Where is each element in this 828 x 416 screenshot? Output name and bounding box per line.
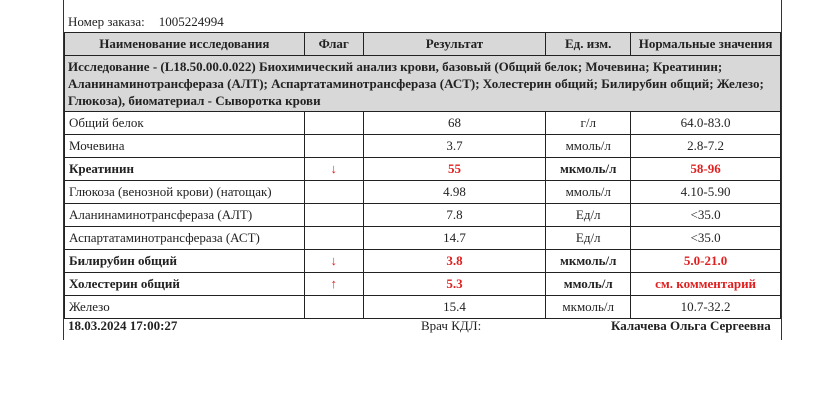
- row-name: Железо: [64, 295, 305, 319]
- row-flag: ↑: [303, 272, 364, 296]
- order-number: Номер заказа: 1005224994: [68, 14, 224, 30]
- table-row: Общий белок 68 г/л 64.0-83.0: [64, 111, 781, 135]
- row-result: 68: [362, 111, 547, 135]
- row-result: 3.7: [362, 134, 547, 158]
- study-group-row: Исследование - (L18.50.00.0.022) Биохими…: [64, 55, 781, 112]
- row-name: Глюкоза (венозной крови) (натощак): [64, 180, 305, 204]
- row-flag: [303, 295, 364, 319]
- row-result: 4.98: [362, 180, 547, 204]
- table-row: Железо 15.4 мкмоль/л 10.7-32.2: [64, 295, 781, 319]
- row-result: 55: [362, 157, 547, 181]
- row-unit: ммоль/л: [545, 134, 632, 158]
- row-flag: [303, 226, 364, 250]
- order-value: 1005224994: [158, 14, 224, 29]
- row-unit: мкмоль/л: [545, 157, 632, 181]
- study-description: Исследование - (L18.50.00.0.022) Биохими…: [64, 55, 781, 112]
- header-flag: Флаг: [303, 32, 364, 56]
- table-row: Глюкоза (венозной крови) (натощак) 4.98 мм…: [64, 180, 781, 204]
- row-name: Креатинин: [64, 157, 305, 181]
- table-row: Аспартатаминотрансфераза (АСТ) 14.7 Ед/л <3…: [64, 226, 781, 250]
- row-norm: 58-96: [630, 157, 781, 181]
- row-norm: <35.0: [630, 203, 781, 227]
- row-norm: <35.0: [630, 226, 781, 250]
- table-row: Мочевина 3.7 ммоль/л 2.8-7.2: [64, 134, 781, 158]
- row-name: Аланинаминотрансфераза (АЛТ): [64, 203, 305, 227]
- row-unit: мкмоль/л: [545, 295, 632, 319]
- row-result: 7.8: [362, 203, 547, 227]
- row-name: Холестерин общий: [64, 272, 305, 296]
- row-name: Билирубин общий: [64, 249, 305, 273]
- row-norm: 4.10-5.90: [630, 180, 781, 204]
- order-label: Номер заказа:: [68, 14, 145, 29]
- results-table: Наименование исследования Флаг Результат…: [64, 32, 781, 319]
- doctor-label: Врач КДЛ:: [421, 318, 482, 333]
- report-datetime: 18.03.2024 17:00:27: [68, 318, 178, 333]
- row-flag: [303, 203, 364, 227]
- row-result: 14.7: [362, 226, 547, 250]
- row-unit: ммоль/л: [545, 180, 632, 204]
- row-result: 15.4: [362, 295, 547, 319]
- table-row: Билирубин общий ↓ 3.8 мкмоль/л 5.0-21.0: [64, 249, 781, 273]
- row-flag: [303, 111, 364, 135]
- table-row: Аланинаминотрансфераза (АЛТ) 7.8 Ед/л <35.0: [64, 203, 781, 227]
- row-flag: [303, 180, 364, 204]
- row-norm: 5.0-21.0: [630, 249, 781, 273]
- header-unit: Ед. изм.: [545, 32, 632, 56]
- row-name: Общий белок: [64, 111, 305, 135]
- doctor-name: Калачева Ольга Сергеевна: [611, 318, 771, 333]
- row-name: Аспартатаминотрансфераза (АСТ): [64, 226, 305, 250]
- row-flag: ↓: [303, 249, 364, 273]
- row-flag: ↓: [303, 157, 364, 181]
- row-result: 5.3: [362, 272, 547, 296]
- row-norm: см. комментарий: [630, 272, 781, 296]
- row-unit: ммоль/л: [545, 272, 632, 296]
- row-norm: 10.7-32.2: [630, 295, 781, 319]
- row-unit: Ед/л: [545, 203, 632, 227]
- row-norm: 64.0-83.0: [630, 111, 781, 135]
- table-row: Креатинин ↓ 55 мкмоль/л 58-96: [64, 157, 781, 181]
- row-name: Мочевина: [64, 134, 305, 158]
- row-unit: Ед/л: [545, 226, 632, 250]
- row-norm: 2.8-7.2: [630, 134, 781, 158]
- header-result: Результат: [362, 32, 547, 56]
- row-result: 3.8: [362, 249, 547, 273]
- table-header: Наименование исследования Флаг Результат…: [64, 32, 781, 56]
- row-unit: мкмоль/л: [545, 249, 632, 273]
- header-name: Наименование исследования: [64, 32, 305, 56]
- lab-report-page: Номер заказа: 1005224994 Наименование исс…: [63, 0, 782, 340]
- table-row: Холестерин общий ↑ 5.3 ммоль/л см. комментар…: [64, 272, 781, 296]
- header-norm: Нормальные значения: [630, 32, 781, 56]
- row-unit: г/л: [545, 111, 632, 135]
- row-flag: [303, 134, 364, 158]
